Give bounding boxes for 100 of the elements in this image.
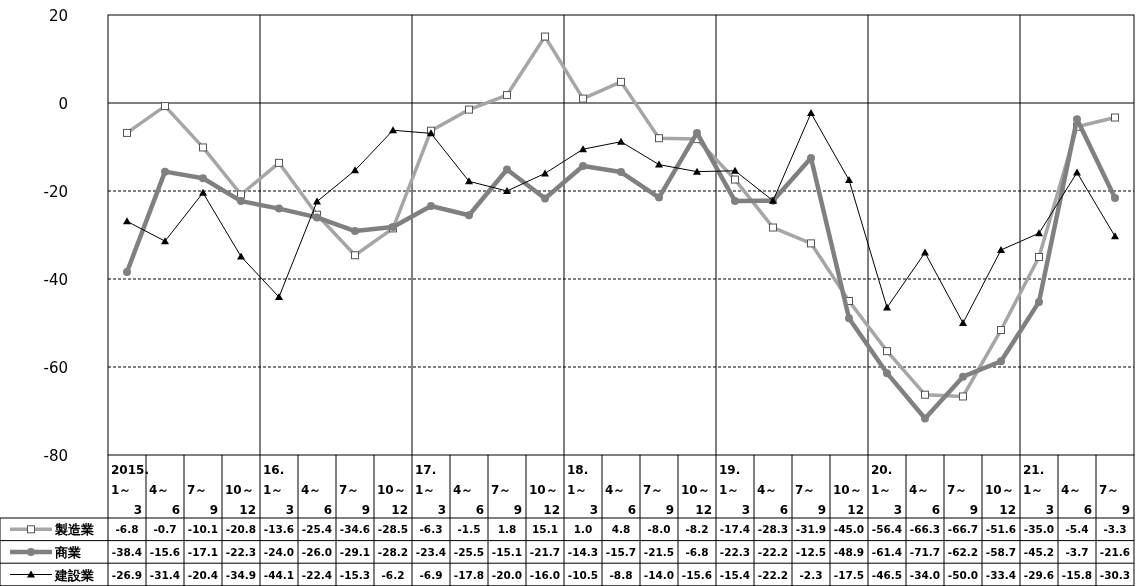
data-label: -16.0 (529, 568, 561, 581)
data-label: -31.4 (149, 568, 181, 581)
legend-label: 建設業 (54, 567, 94, 583)
point (807, 109, 815, 117)
x-tick-label: 4～ 6 (301, 483, 332, 517)
data-label: -29.1 (339, 545, 371, 558)
data-label: -25.5 (453, 545, 485, 558)
y-tick-label: 0 (58, 95, 68, 113)
data-label: -31.9 (795, 523, 827, 536)
data-label: -3.7 (1065, 545, 1089, 558)
x-tick-label: 7～ 9 (643, 483, 674, 517)
data-label: -50.0 (947, 568, 979, 581)
point (845, 314, 853, 323)
x-tick-label: 10～ 12 (681, 483, 712, 517)
point (883, 369, 891, 378)
data-label: -21.5 (643, 545, 675, 558)
point (351, 227, 359, 236)
data-label: -28.5 (377, 523, 409, 536)
y-tick-label: -20 (43, 183, 68, 201)
data-label: -3.3 (1103, 523, 1127, 536)
point (389, 126, 397, 134)
data-label: -20.0 (491, 568, 523, 581)
point (731, 197, 739, 206)
data-label: -45.0 (833, 523, 865, 536)
data-label: -44.1 (263, 568, 295, 581)
point (655, 193, 663, 202)
x-tick-label: 10～ 12 (377, 483, 408, 517)
point (1035, 297, 1043, 306)
data-label: -38.4 (111, 545, 143, 558)
data-label: -15.4 (719, 568, 751, 581)
point (579, 145, 587, 153)
data-label: -0.7 (153, 523, 177, 536)
point (655, 160, 663, 168)
data-label: -46.5 (871, 568, 903, 581)
point (161, 237, 169, 245)
data-label: 4.8 (611, 523, 631, 536)
point (313, 197, 321, 205)
data-label: -6.8 (115, 523, 139, 536)
x-tick-label: 10～ 12 (225, 483, 256, 517)
data-label: -20.8 (225, 523, 257, 536)
x-tick-label: 7～ 9 (947, 483, 978, 517)
data-label: -21.6 (1099, 545, 1131, 558)
data-label: -6.8 (685, 545, 709, 558)
point (541, 194, 549, 203)
point (617, 168, 625, 177)
data-label: -6.2 (381, 568, 405, 581)
data-label: -35.0 (1023, 523, 1055, 536)
point (161, 167, 169, 176)
x-tick-label: 7～ 9 (491, 483, 522, 517)
data-label: -28.2 (377, 545, 409, 558)
data-label: -15.7 (605, 545, 637, 558)
y-tick-label: -60 (43, 359, 68, 377)
data-label: -6.9 (419, 568, 443, 581)
data-label: -17.8 (453, 568, 485, 581)
x-tick-label: 17. 1～ 3 (415, 463, 446, 517)
data-label: -22.3 (719, 545, 751, 558)
data-label: -14.0 (643, 568, 675, 581)
point (123, 267, 131, 276)
data-label: -22.2 (757, 545, 789, 558)
data-label: -2.3 (799, 568, 823, 581)
point (617, 137, 625, 145)
data-label: -29.6 (1023, 568, 1055, 581)
data-label: -34.6 (339, 523, 371, 536)
data-label: -15.6 (681, 568, 713, 581)
x-tick-label: 10～ 12 (833, 483, 864, 517)
point (1073, 168, 1081, 176)
point (579, 161, 587, 170)
x-tick-label: 10～ 12 (985, 483, 1016, 517)
x-tick-label: 2015. 1～ 3 (111, 463, 149, 517)
data-label: -33.4 (985, 568, 1017, 581)
x-tick-label: 21. 1～ 3 (1023, 463, 1054, 517)
data-label: -22.4 (301, 568, 333, 581)
x-tick-label: 4～ 6 (453, 483, 484, 517)
data-label: 1.0 (573, 523, 593, 536)
point (921, 248, 929, 256)
data-label: -13.6 (263, 523, 295, 536)
data-label: -8.0 (647, 523, 671, 536)
point (959, 319, 967, 326)
y-tick-label: -40 (43, 271, 68, 289)
data-label: 1.8 (497, 523, 517, 536)
data-label: -62.2 (947, 545, 979, 558)
data-label: -10.1 (187, 523, 219, 536)
point (237, 252, 245, 260)
data-label: -30.3 (1099, 568, 1131, 581)
data-label: -45.2 (1023, 545, 1055, 558)
x-tick-label: 19. 1～ 3 (719, 463, 750, 517)
data-label: -56.4 (871, 523, 903, 536)
x-tick-label: 4～ 6 (149, 483, 180, 517)
data-label: -17.4 (719, 523, 751, 536)
y-tick-label: 20 (48, 7, 68, 25)
point (807, 154, 815, 162)
data-label: -26.9 (111, 568, 143, 581)
data-label: -8.8 (609, 568, 633, 581)
data-label: -17.1 (187, 545, 219, 558)
data-label: -15.3 (339, 568, 371, 581)
data-label: -25.4 (301, 523, 333, 536)
point (237, 197, 245, 206)
data-label: -23.4 (415, 545, 447, 558)
x-tick-label: 4～ 6 (909, 483, 940, 517)
point (199, 188, 207, 196)
